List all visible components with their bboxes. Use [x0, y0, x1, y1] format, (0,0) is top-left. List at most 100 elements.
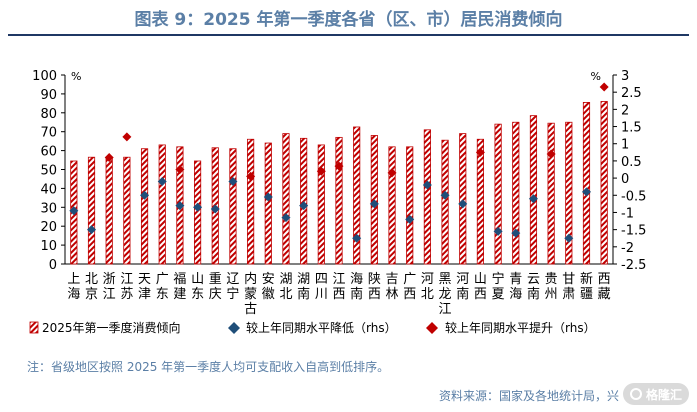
category-label: 西藏 [598, 272, 611, 302]
footnote: 注：省级地区按照 2025 年第一季度人均可支配收入自高到低排序。 [27, 360, 390, 374]
point-increase [475, 147, 485, 157]
point-decrease [299, 201, 309, 211]
legend-swatch-bar [29, 321, 39, 334]
category-label: 山东 [191, 272, 204, 302]
legend-label-inc: 较上年同期水平提升（rhs） [445, 320, 596, 335]
bar [193, 160, 202, 265]
watermark: 格隆汇 [623, 383, 689, 405]
point-increase [546, 149, 556, 159]
left-tick-label: 50 [40, 164, 57, 179]
right-axis-unit: % [591, 70, 601, 83]
category-label: 天津 [138, 272, 151, 302]
category-label: 陕西 [368, 272, 381, 302]
bar [406, 146, 414, 265]
right-tick-label: 1.5 [621, 121, 642, 136]
watermark-text: 格隆汇 [645, 387, 682, 402]
bar [529, 115, 538, 265]
point-increase [246, 171, 256, 181]
point-decrease [281, 213, 291, 223]
point-decrease [263, 192, 273, 202]
left-tick-label: 10 [40, 239, 57, 254]
category-label: 安徽 [262, 272, 275, 302]
category-label: 湖北 [279, 272, 292, 302]
point-decrease [422, 180, 432, 190]
bar [335, 136, 343, 265]
bar [123, 156, 131, 265]
point-decrease [440, 190, 450, 200]
point-increase [175, 165, 185, 174]
category-label: 江西 [332, 272, 345, 302]
bar [140, 148, 149, 265]
left-tick-label: 70 [40, 126, 57, 141]
left-tick-label: 60 [40, 145, 57, 160]
right-tick-label: 2.5 [621, 86, 642, 101]
bar [441, 139, 449, 265]
right-tick-label: -1.5 [621, 224, 646, 239]
point-decrease [458, 199, 468, 209]
left-tick-label: 0 [49, 258, 57, 273]
category-label: 甘肃 [562, 272, 575, 302]
category-label: 上海 [67, 272, 80, 302]
point-decrease [175, 201, 185, 211]
point-decrease [564, 233, 574, 243]
right-tick-label: 1 [621, 138, 629, 153]
bar [158, 144, 166, 265]
right-tick-label: 0.5 [621, 155, 642, 170]
point-decrease [210, 204, 220, 214]
point-decrease [493, 226, 503, 236]
category-label: 黑龙江 [439, 272, 452, 317]
right-tick-label: -2 [621, 241, 634, 256]
category-label: 青海 [509, 272, 522, 302]
bar [282, 133, 290, 265]
right-tick-label: 2 [621, 103, 629, 118]
bar [353, 126, 361, 265]
left-tick-label: 80 [40, 107, 57, 122]
bar [494, 123, 502, 265]
category-label: 重庆 [209, 271, 222, 302]
left-axis-unit: % [71, 70, 81, 83]
category-label: 广西 [403, 272, 416, 302]
category-label: 广东 [156, 272, 169, 302]
bar [512, 121, 520, 265]
legend-label-bar: 2025年第一季度消费倾向 [42, 320, 181, 335]
left-tick-label: 90 [40, 88, 57, 103]
point-increase [334, 161, 344, 171]
category-label: 浙江 [103, 272, 116, 302]
point-decrease [140, 190, 150, 200]
category-label: 江苏 [120, 272, 133, 302]
point-decrease [228, 177, 238, 187]
point-decrease [193, 202, 203, 212]
bar [105, 157, 113, 265]
category-label: 辽宁 [226, 272, 239, 302]
left-tick-label: 20 [40, 220, 57, 235]
category-label: 湖南 [297, 272, 310, 302]
right-tick-label: -0.5 [621, 189, 646, 204]
point-increase [104, 152, 114, 162]
category-label: 福建 [173, 272, 186, 302]
right-tick-label: 0 [621, 172, 629, 187]
point-decrease [369, 199, 379, 209]
point-increase [122, 132, 132, 142]
bar [476, 138, 485, 265]
right-tick-label: -2.5 [621, 258, 646, 273]
point-decrease [581, 187, 591, 197]
category-label: 四川 [315, 272, 328, 302]
point-increase [387, 168, 397, 178]
bar [87, 156, 96, 265]
category-label: 内蒙古 [244, 271, 257, 317]
left-tick-label: 40 [40, 182, 57, 197]
bar [565, 121, 573, 265]
category-label: 河南 [456, 272, 469, 302]
point-decrease [528, 194, 538, 204]
category-label: 新疆 [580, 271, 593, 302]
right-tick-label: -1 [621, 206, 634, 221]
point-decrease [69, 206, 79, 216]
point-decrease [405, 214, 415, 224]
title-divider [8, 34, 689, 36]
bar [547, 122, 555, 265]
bar [459, 133, 467, 265]
bar [600, 101, 608, 265]
bar [582, 102, 591, 265]
bar [229, 148, 237, 265]
